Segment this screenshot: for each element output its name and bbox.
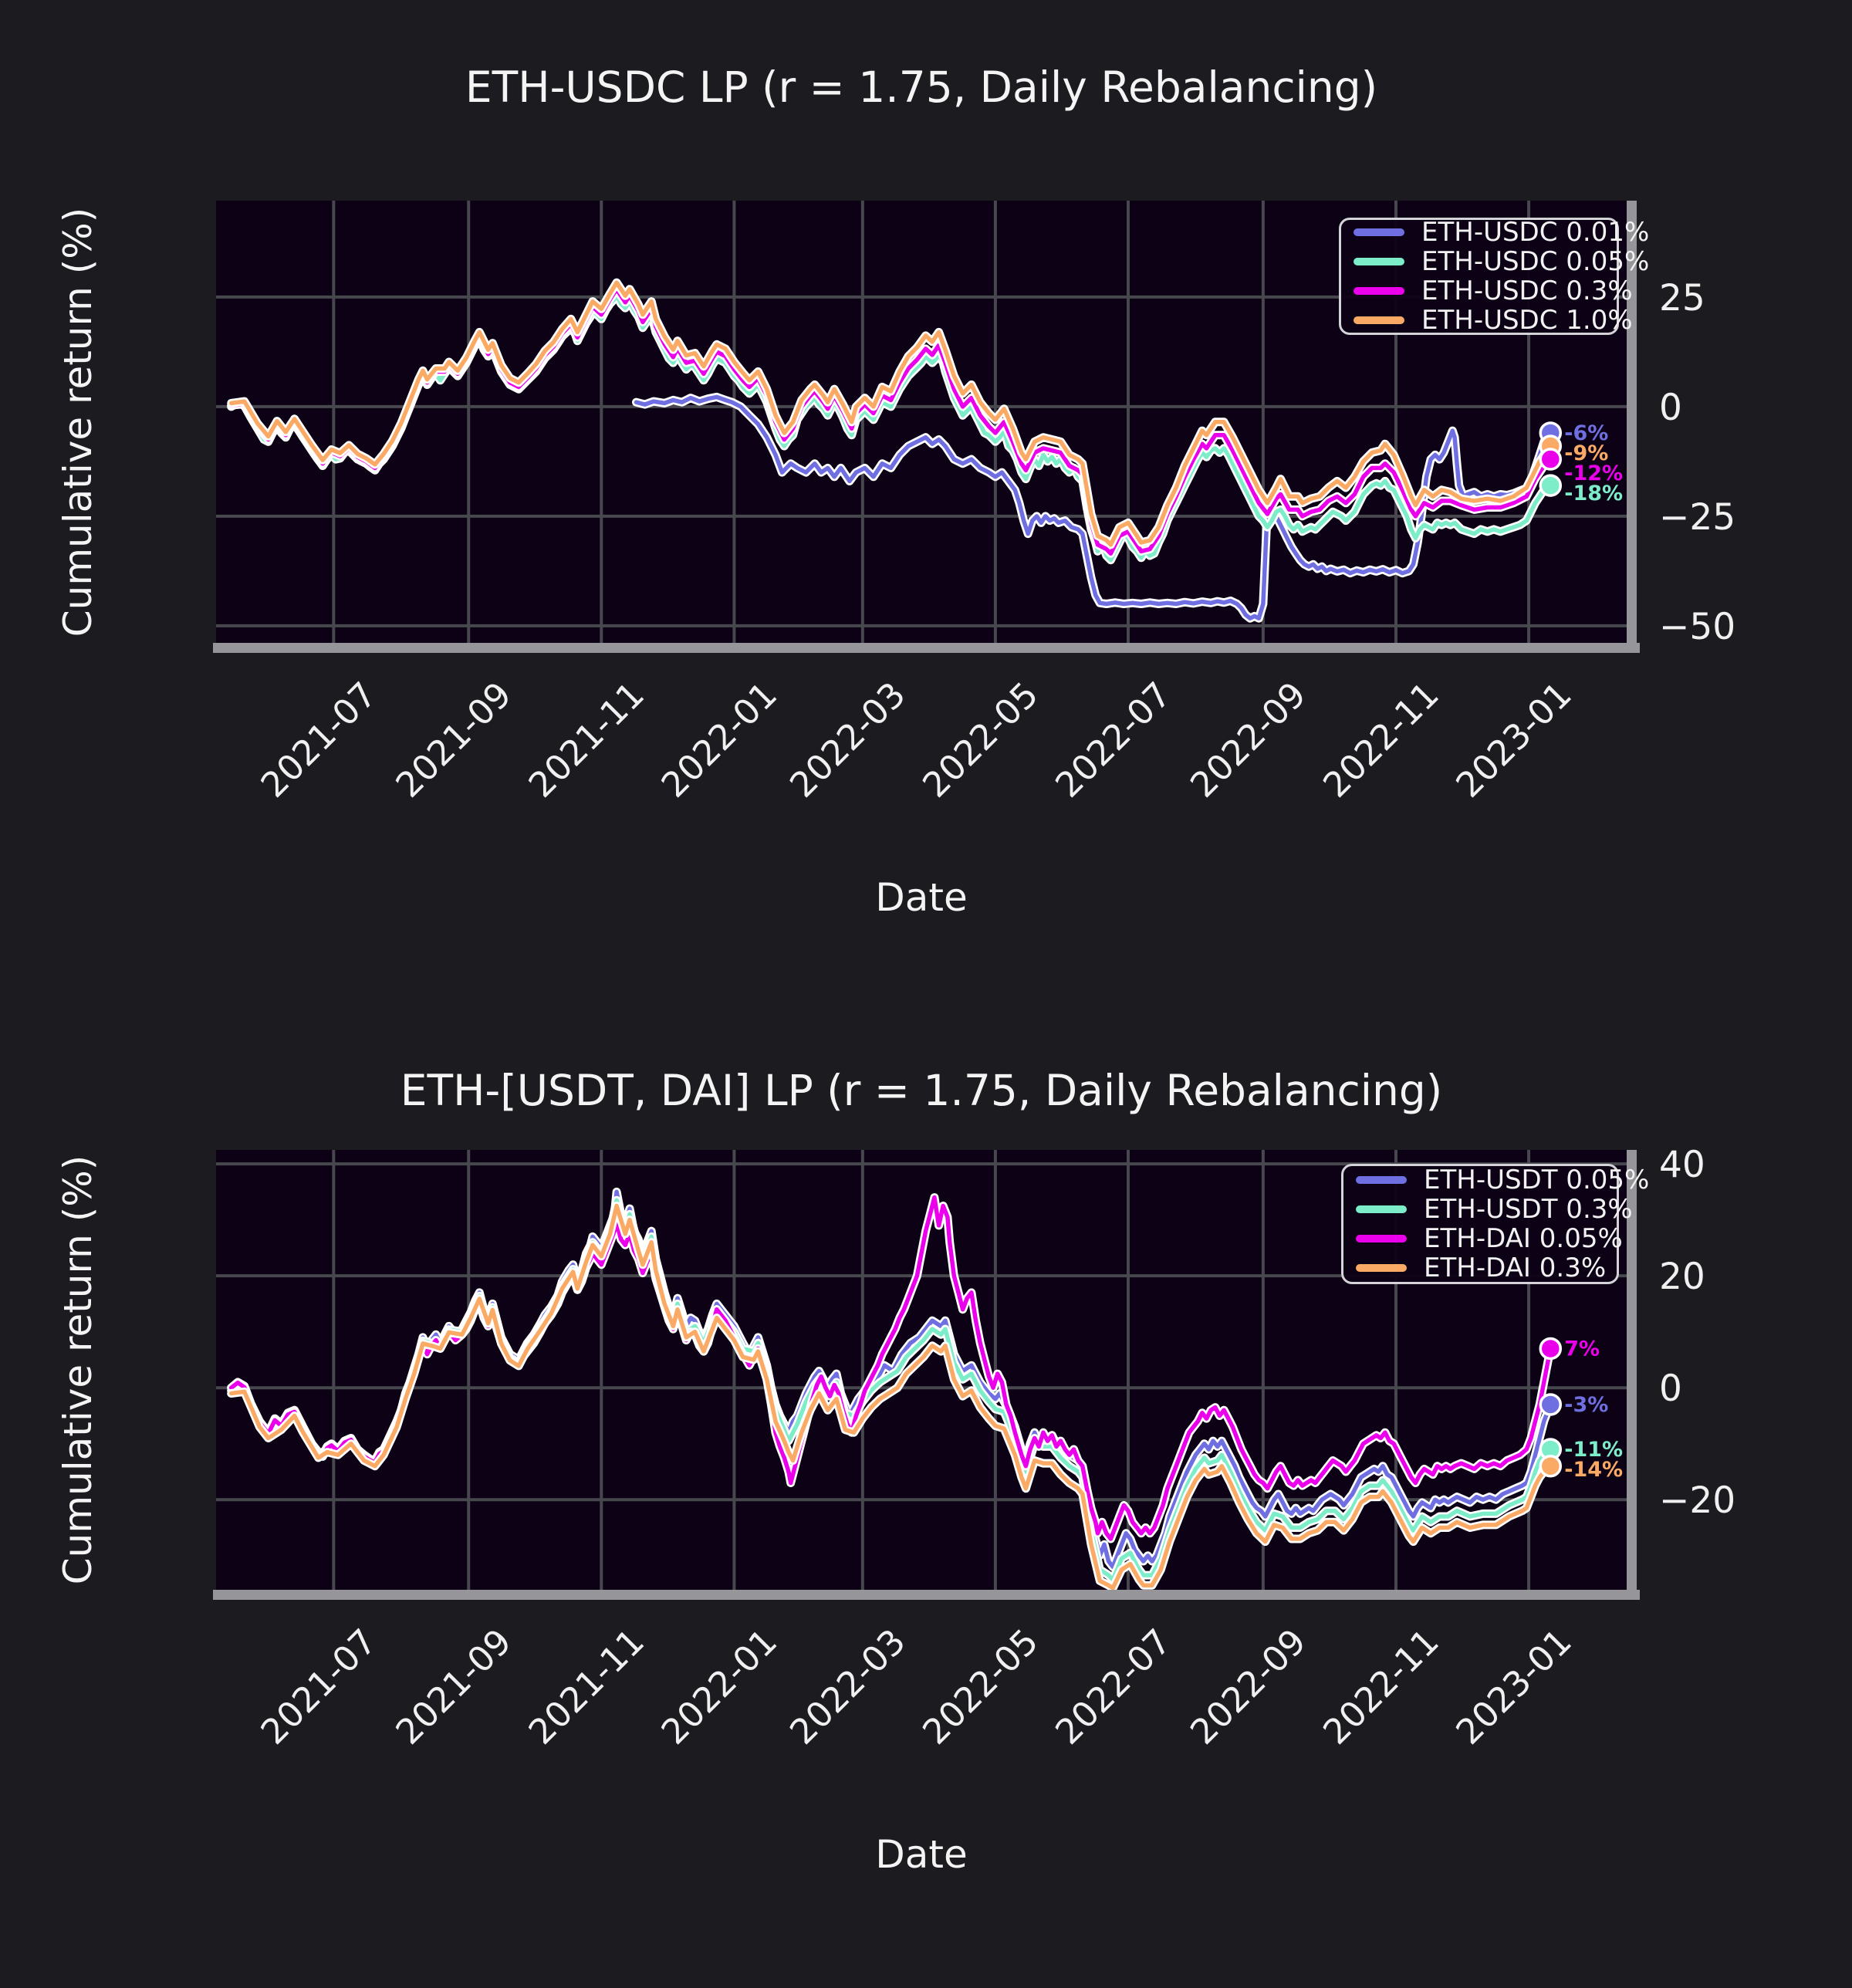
chart-top-xaxis-label: Date [875, 875, 968, 920]
legend-label: ETH-USDT 0.05% [1424, 1165, 1650, 1195]
legend-swatch [1354, 228, 1404, 236]
legend-swatch [1356, 1235, 1407, 1242]
series-end-marker [1539, 1393, 1563, 1416]
legend-item: ETH-DAI 0.05% [1356, 1223, 1623, 1254]
chart-bottom-xaxis-label: Date [875, 1832, 968, 1877]
legend-item: ETH-USDT 0.05% [1356, 1165, 1649, 1195]
series-end-label: -14% [1564, 1458, 1623, 1482]
series-end-marker [1539, 448, 1563, 471]
legend-swatch [1354, 258, 1404, 265]
legend-bottom: ETH-USDT 0.05% ETH-USDT 0.3% ETH-DAI 0.05%… [1341, 1164, 1649, 1284]
y-tick-label: 40 [1659, 1144, 1705, 1186]
y-tick-label: 20 [1659, 1256, 1705, 1298]
series-line [228, 1203, 1553, 1591]
right-spine [1627, 201, 1637, 653]
y-tick-label: −20 [1659, 1479, 1735, 1522]
legend-item: ETH-USDC 0.05% [1354, 246, 1649, 277]
legend-label: ETH-DAI 0.3% [1424, 1253, 1607, 1283]
legend-item: ETH-USDC 0.01% [1354, 217, 1649, 248]
chart-bottom-title: ETH-[USDT, DAI] LP (r = 1.75, Daily Reba… [400, 1066, 1443, 1115]
legend-swatch [1356, 1176, 1407, 1184]
legend-label: ETH-USDC 0.3% [1421, 276, 1633, 306]
y-tick-label: −25 [1659, 496, 1735, 539]
series-line [634, 394, 1553, 620]
series-end-label: 7% [1564, 1337, 1600, 1361]
series-end-label: -12% [1564, 462, 1623, 485]
y-tick-label: 0 [1659, 387, 1682, 429]
legend-label: ETH-DAI 0.05% [1424, 1223, 1623, 1254]
legend-item: ETH-USDC 0.3% [1354, 276, 1633, 306]
legend-top: ETH-USDC 0.01% ETH-USDC 0.05% ETH-USDC 0.3… [1339, 217, 1649, 336]
series-end-marker [1539, 1454, 1563, 1478]
bottom-spine [213, 1590, 1640, 1600]
legend-label: ETH-USDC 0.05% [1421, 246, 1650, 277]
legend-swatch [1356, 1264, 1407, 1272]
legend-item: ETH-USDT 0.3% [1356, 1194, 1633, 1225]
y-tick-label: 0 [1659, 1368, 1682, 1410]
legend-label: ETH-USDC 0.01% [1421, 217, 1650, 248]
legend-swatch [1356, 1205, 1407, 1213]
series-end-label: -18% [1564, 482, 1623, 505]
legend-swatch [1354, 316, 1404, 324]
chart-top-yaxis-label: Cumulative return (%) [56, 208, 100, 637]
legend-label: ETH-USDT 0.3% [1424, 1194, 1633, 1225]
y-tick-label: 25 [1659, 277, 1705, 320]
series-end-marker [1539, 1337, 1563, 1361]
chart-bottom-yaxis-label: Cumulative return (%) [56, 1155, 100, 1585]
series-end-label: -3% [1564, 1393, 1608, 1417]
legend-item: ETH-DAI 0.3% [1356, 1253, 1607, 1283]
right-spine [1627, 1150, 1637, 1600]
legend-item: ETH-USDC 1.0% [1354, 305, 1633, 336]
bottom-spine [213, 643, 1640, 653]
chart-top-title: ETH-USDC LP (r = 1.75, Daily Rebalancing… [465, 63, 1377, 112]
series-end-label: -9% [1564, 441, 1608, 465]
y-tick-label: −50 [1659, 606, 1735, 648]
series-end-label: -11% [1564, 1438, 1623, 1462]
legend-label: ETH-USDC 1.0% [1421, 305, 1633, 336]
legend-swatch [1354, 287, 1404, 295]
series-end-marker [1539, 474, 1563, 497]
series-end-label: -6% [1564, 421, 1608, 445]
series-line [228, 280, 1553, 547]
